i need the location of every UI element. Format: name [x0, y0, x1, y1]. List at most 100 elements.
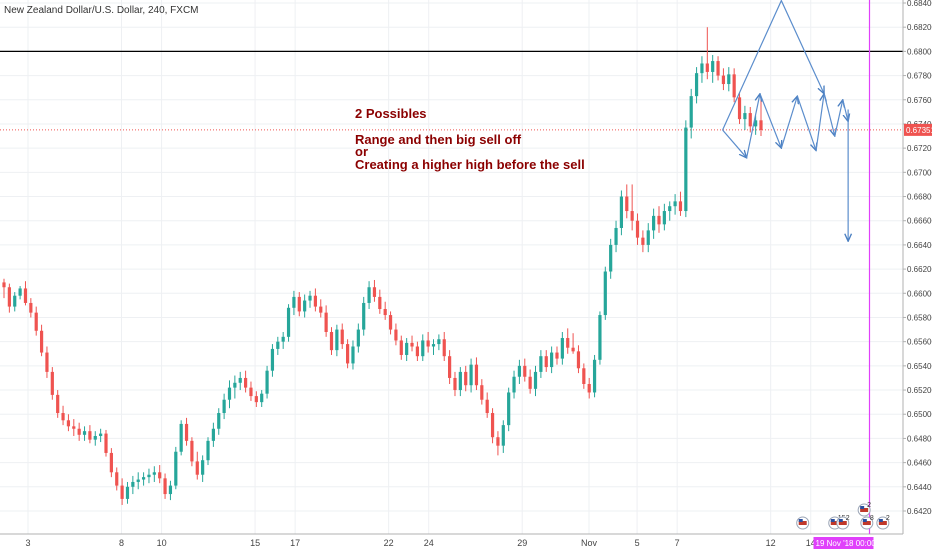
scenario-arrow[interactable] — [823, 93, 835, 136]
candle — [405, 338, 409, 362]
event-flag-icon[interactable]: 2 — [876, 515, 890, 530]
event-flag-icon[interactable]: 8 — [860, 515, 874, 530]
time-tick-label: 15 — [250, 538, 260, 548]
candle-body — [292, 296, 296, 308]
candle — [394, 323, 398, 346]
candle — [614, 220, 618, 253]
candle — [684, 120, 688, 218]
candle — [340, 323, 344, 349]
candle-body — [152, 472, 156, 475]
candle — [737, 92, 742, 124]
candle-body — [507, 392, 511, 426]
candle-body — [195, 461, 199, 475]
time-badge-text: 19 Nov '18 00:00 — [816, 539, 877, 548]
event-flag-stripe — [838, 521, 847, 525]
candle-body — [485, 399, 489, 414]
candle-body — [635, 220, 640, 238]
event-flag-canton — [838, 519, 843, 522]
candles — [2, 27, 763, 505]
candle — [163, 473, 167, 499]
candle — [480, 379, 484, 405]
candle — [297, 292, 301, 317]
candle — [313, 288, 317, 312]
annotation-line-1: 2 Possibles — [355, 106, 427, 121]
candle-body — [464, 371, 468, 386]
candle — [61, 405, 65, 426]
candle-body — [743, 113, 747, 120]
candle — [211, 422, 215, 447]
candle-body — [678, 201, 683, 212]
candle — [566, 328, 570, 354]
scenario-arrow[interactable] — [746, 94, 760, 158]
candle-body — [480, 385, 484, 400]
time-tick-label: 3 — [25, 538, 30, 548]
candle — [88, 425, 92, 444]
candle-body — [496, 437, 500, 446]
candle-body — [657, 215, 661, 225]
candle — [657, 206, 661, 233]
candle — [82, 426, 87, 441]
candle — [437, 334, 441, 351]
event-flag-icon[interactable]: 2 — [836, 515, 850, 530]
candle — [732, 68, 736, 103]
time-axis[interactable]: 3 8 10 15 17 22 24 29 Nov 5 7 12 14 19 Nov '18 00:00 — [0, 0, 903, 549]
candle-body — [711, 61, 715, 72]
scenario-arrow[interactable] — [842, 99, 848, 122]
candle-body — [131, 481, 135, 487]
candle — [635, 213, 640, 245]
grid-layer — [0, 0, 903, 534]
scenario-arrow[interactable] — [780, 96, 797, 149]
candle — [233, 375, 237, 399]
candle — [582, 363, 586, 389]
candle — [29, 298, 33, 318]
scenario-arrow[interactable] — [834, 100, 843, 137]
candle — [759, 97, 763, 137]
candle-body — [141, 477, 146, 480]
candle — [195, 451, 199, 480]
candle-body — [592, 359, 597, 393]
candle-body — [694, 73, 699, 97]
price-axis[interactable]: 0.684000.682000.680000.678000.676000.674… — [902, 0, 932, 534]
overlay-lines — [0, 50, 903, 131]
candle-body — [474, 364, 479, 386]
candle-body — [23, 288, 28, 303]
candle — [469, 358, 473, 393]
event-flag-count: 2 — [846, 515, 850, 522]
candle — [265, 365, 269, 399]
event-flag-stripe — [878, 521, 887, 525]
candle-body — [603, 271, 607, 316]
candle — [410, 335, 414, 352]
candle-body — [82, 431, 87, 435]
candle — [362, 296, 366, 336]
scenario-arrow[interactable] — [796, 95, 816, 150]
time-tick-label: 8 — [119, 538, 124, 548]
candle — [254, 391, 258, 407]
candle-body — [222, 399, 226, 414]
candle-body — [158, 472, 162, 479]
event-flag-icon[interactable] — [796, 516, 810, 530]
candle-body — [72, 426, 76, 429]
candle — [748, 107, 752, 133]
candle — [474, 357, 479, 391]
candle-body — [614, 227, 618, 245]
event-flag-icon[interactable]: 2 — [857, 502, 871, 517]
candle-body — [168, 485, 173, 495]
candle — [378, 289, 382, 314]
candle-body — [243, 377, 248, 388]
candle-body — [566, 338, 570, 348]
scenario-arrow[interactable] — [722, 0, 825, 131]
candle — [324, 305, 328, 337]
candle-body — [668, 206, 672, 212]
time-tick-label: 14 — [806, 538, 816, 548]
candle — [507, 387, 511, 432]
scenario-arrow[interactable] — [722, 129, 747, 158]
scenario-arrow[interactable] — [815, 94, 824, 151]
candle — [77, 422, 81, 441]
candle — [496, 431, 500, 456]
scenario-arrow[interactable] — [759, 93, 781, 148]
